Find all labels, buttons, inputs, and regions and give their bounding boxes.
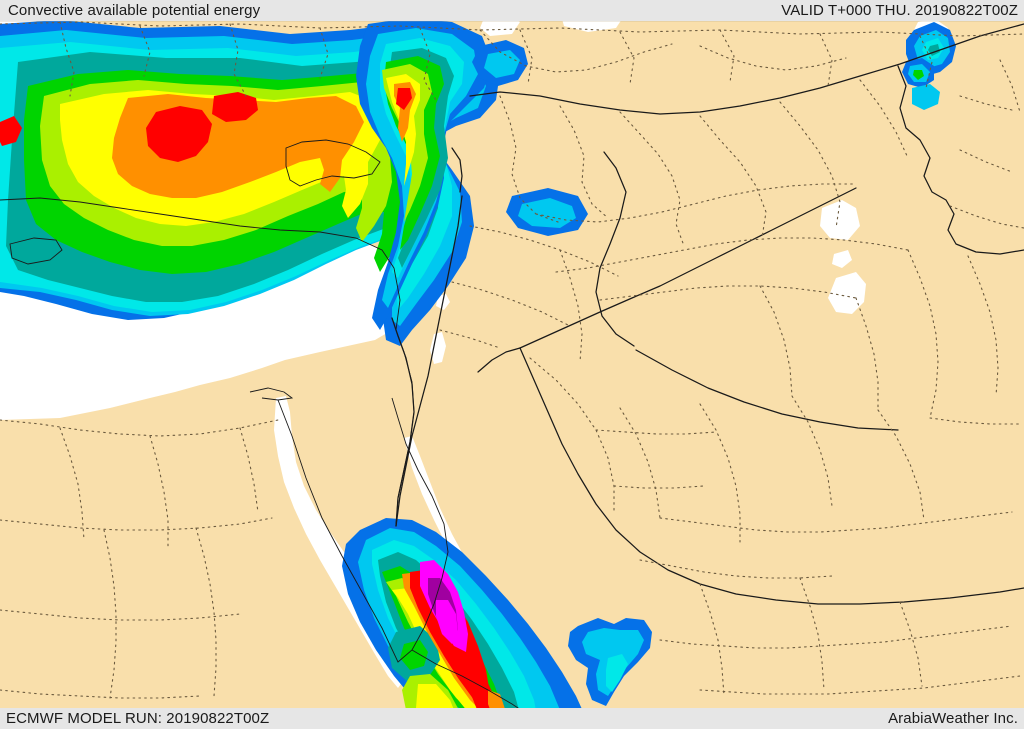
coastlines — [0, 139, 531, 717]
valid-time-label: VALID T+000 THU. 20190822T00Z — [781, 2, 1018, 19]
cape-field-levant — [356, 18, 588, 330]
page-title: Convective available potential energy — [8, 2, 261, 19]
header-bar — [0, 0, 1024, 21]
credit-label: ArabiaWeather Inc. — [888, 710, 1018, 727]
footer-bar — [0, 708, 1024, 729]
cape-field-red-sea — [342, 518, 586, 729]
province-borders — [0, 21, 1024, 699]
model-run-label: ECMWF MODEL RUN: 20190822T00Z — [6, 710, 270, 727]
cape-field-nw-saudi — [568, 618, 652, 706]
